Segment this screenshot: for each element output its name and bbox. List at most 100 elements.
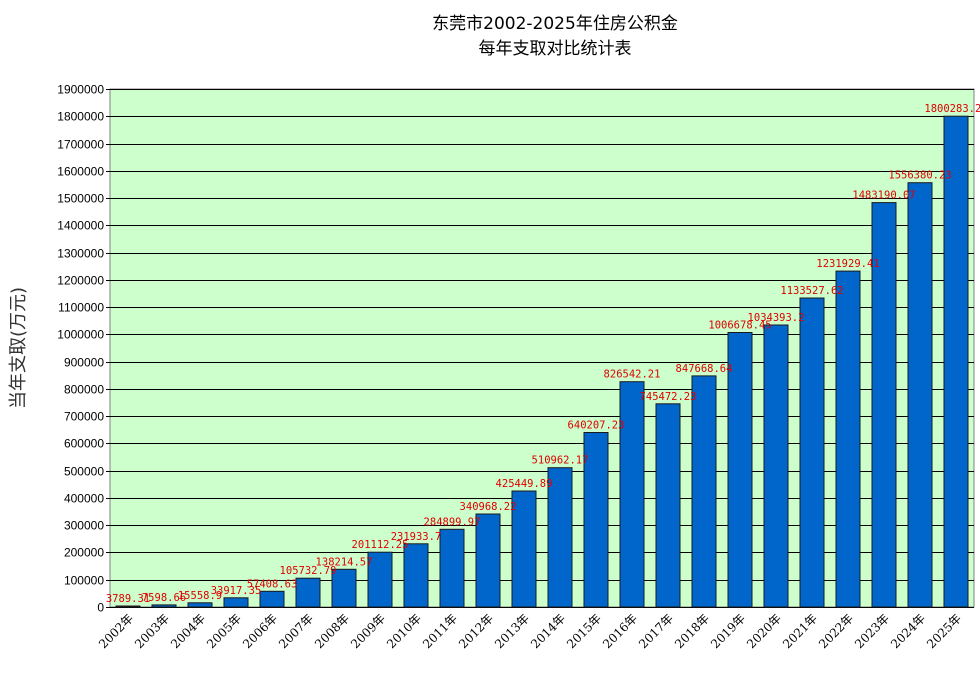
bar-2025年 xyxy=(943,115,969,608)
bar-2010年 xyxy=(403,543,429,608)
x-tick-label: 2004年 xyxy=(168,611,208,651)
y-axis-ticks: 0 100000 200000 300000 400000 500000 600000 700… xyxy=(57,83,110,615)
x-axis-ticks: 2002年2003年2004年2005年2006年2007年2008年2009年… xyxy=(96,611,964,651)
data-label: 1800283.27 xyxy=(924,103,980,115)
y-tick-label: 600000 xyxy=(64,437,104,451)
bar-2004年 xyxy=(187,602,213,608)
x-tick-label: 2018年 xyxy=(672,611,712,651)
x-tick-label: 2008年 xyxy=(312,611,352,651)
data-label: 425449.89 xyxy=(496,478,553,490)
y-tick-label: 0 xyxy=(97,601,104,615)
data-label: 826542.21 xyxy=(604,369,661,381)
data-labels: 3789.317598.6615558.933917.3557408.63105… xyxy=(106,103,980,605)
x-tick-label: 2009年 xyxy=(348,611,388,651)
x-tick-label: 2015年 xyxy=(564,611,604,651)
x-tick-label: 2023年 xyxy=(852,611,892,651)
y-tick-label: 1700000 xyxy=(57,138,104,152)
data-label: 1006678.45 xyxy=(708,320,771,332)
y-tick-label: 100000 xyxy=(64,574,104,588)
bar-2014年 xyxy=(547,467,573,608)
bar-2003年 xyxy=(151,604,177,608)
y-tick-label: 200000 xyxy=(64,546,104,560)
data-label: 1231929.41 xyxy=(816,258,879,270)
data-label: 745472.23 xyxy=(640,391,697,403)
x-tick-label: 2022年 xyxy=(816,611,856,651)
x-tick-label: 2013年 xyxy=(492,611,532,651)
x-tick-label: 2025年 xyxy=(924,611,964,651)
y-tick-label: 1800000 xyxy=(57,110,104,124)
bar-2019年 xyxy=(727,332,753,608)
data-label: 1483190.07 xyxy=(852,190,915,202)
y-tick-label: 1900000 xyxy=(57,83,104,97)
x-tick-label: 2002年 xyxy=(96,611,136,651)
data-label: 33917.35 xyxy=(211,585,262,597)
bar-2009年 xyxy=(367,551,393,608)
y-tick-label: 1600000 xyxy=(57,165,104,179)
y-tick-label: 500000 xyxy=(64,465,104,479)
data-label: 510962.17 xyxy=(532,455,589,467)
data-label: 284899.97 xyxy=(424,516,481,528)
bar-2023年 xyxy=(871,202,897,608)
x-tick-label: 2007年 xyxy=(276,611,316,651)
x-tick-label: 2016年 xyxy=(600,611,640,651)
y-tick-label: 900000 xyxy=(64,356,104,370)
data-label: 847668.64 xyxy=(676,363,733,375)
y-tick-label: 300000 xyxy=(64,519,104,533)
y-axis-label: 当年支取(万元) xyxy=(8,287,29,409)
bar-2017年 xyxy=(655,403,681,608)
data-label: 3789.31 xyxy=(106,593,150,605)
bar-2013年 xyxy=(511,490,537,608)
bar-2011年 xyxy=(439,528,465,608)
data-label: 640207.23 xyxy=(568,420,625,432)
bar-2021年 xyxy=(799,297,825,608)
x-tick-label: 2020年 xyxy=(744,611,784,651)
chart-title: 东莞市2002-2025年住房公积金 每年支取对比统计表 xyxy=(0,12,980,62)
bar-2016年 xyxy=(619,381,645,608)
bar-2006年 xyxy=(259,590,285,608)
x-tick-label: 2005年 xyxy=(204,611,244,651)
y-tick-label: 800000 xyxy=(64,383,104,397)
bar-2007年 xyxy=(295,577,321,608)
x-tick-label: 2019年 xyxy=(708,611,748,651)
x-tick-label: 2021年 xyxy=(780,611,820,651)
plot-area xyxy=(109,88,975,608)
y-tick-label: 1500000 xyxy=(57,192,104,206)
chart-title-line-1: 东莞市2002-2025年住房公积金 xyxy=(432,14,678,34)
y-tick-label: 700000 xyxy=(64,410,104,424)
bar-2020年 xyxy=(763,324,789,608)
data-label: 1133527.62 xyxy=(780,285,843,297)
x-tick-label: 2014年 xyxy=(528,611,568,651)
bar-2002年 xyxy=(115,605,141,608)
x-tick-label: 2024年 xyxy=(888,611,928,651)
x-tick-label: 2011年 xyxy=(420,611,460,651)
bar-2022年 xyxy=(835,270,861,608)
x-tick-label: 2003年 xyxy=(132,611,172,651)
grid-lines xyxy=(110,89,974,608)
y-tick-label: 1000000 xyxy=(57,328,104,342)
chart-title-line-2: 每年支取对比统计表 xyxy=(478,39,632,59)
bar-series xyxy=(115,115,969,608)
bar-2018年 xyxy=(691,375,717,608)
x-tick-label: 2006年 xyxy=(240,611,280,651)
y-tick-label: 1300000 xyxy=(57,247,104,261)
y-tick-label: 1100000 xyxy=(58,301,104,315)
data-label: 7598.66 xyxy=(142,592,186,604)
bar-2015年 xyxy=(583,432,609,608)
data-label: 15558.9 xyxy=(178,590,222,602)
data-label: 1034393.2 xyxy=(748,312,805,324)
data-label: 201112.25 xyxy=(352,539,409,551)
bar-2008年 xyxy=(331,568,357,608)
y-tick-label: 400000 xyxy=(64,492,104,506)
x-tick-label: 2017年 xyxy=(636,611,676,651)
data-label: 138214.57 xyxy=(316,556,373,568)
data-label: 1556380.23 xyxy=(888,170,951,182)
bar-2012年 xyxy=(475,513,501,608)
x-tick-label: 2010年 xyxy=(384,611,424,651)
data-label: 340968.22 xyxy=(460,501,517,513)
data-label: 231933.7 xyxy=(391,531,442,543)
y-tick-label: 1400000 xyxy=(57,219,104,233)
bar-2005年 xyxy=(223,597,249,608)
x-tick-label: 2012年 xyxy=(456,611,496,651)
data-label: 105732.79 xyxy=(280,565,337,577)
